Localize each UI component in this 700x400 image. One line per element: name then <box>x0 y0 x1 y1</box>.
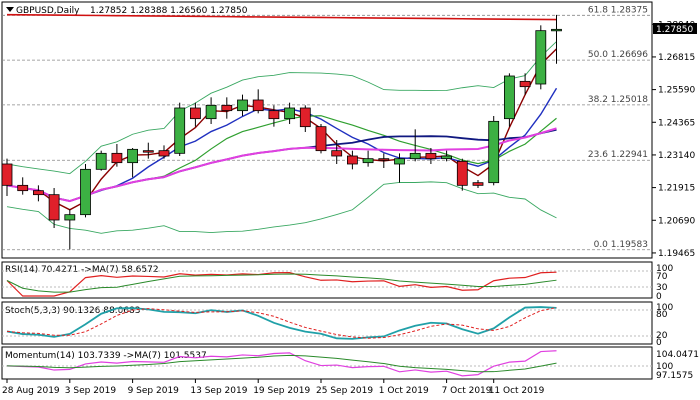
momentum-ma-line <box>6 354 557 373</box>
time-axis: 28 Aug 2019 3 Sep 2019 9 Sep 2019 13 Sep 20… <box>2 379 545 396</box>
ma-red-line <box>6 13 557 21</box>
candle-body[interactable] <box>17 184 29 192</box>
rsi-line <box>6 271 557 297</box>
rsi-panel-frame <box>1 261 653 299</box>
time-tick-label: 1 Oct 2019 <box>379 386 429 396</box>
momentum-panel-frame <box>1 346 653 380</box>
current-price-marker <box>653 23 697 34</box>
candle-body[interactable] <box>346 155 358 165</box>
fib-label: 50.0 1.26696 <box>588 50 648 60</box>
symbol-label: GBPUSD,Daily <box>16 6 80 16</box>
ohlc-label: 1.27852 1.28388 1.26560 1.27850 <box>90 6 248 16</box>
candle-body[interactable] <box>378 158 390 161</box>
stoch-panel-frame <box>1 301 653 345</box>
fib-label: 0.0 1.19583 <box>594 240 648 250</box>
price-tick-label: 1.19465 <box>658 249 695 259</box>
time-tick-label: 13 Sep 2019 <box>190 386 247 396</box>
candle-body[interactable] <box>472 182 484 186</box>
candle-body[interactable] <box>551 28 562 32</box>
candle-body[interactable] <box>80 168 91 216</box>
candle-body[interactable] <box>174 107 186 154</box>
stoch-tick-80: 80 <box>656 310 668 320</box>
candle-body[interactable] <box>441 155 453 160</box>
time-tick-label: 25 Sep 2019 <box>316 386 373 396</box>
stoch-d-line <box>6 307 557 339</box>
candle-body[interactable] <box>456 160 468 186</box>
rsi-tick-70: 70 <box>656 272 668 282</box>
candle-body[interactable] <box>1 163 13 186</box>
candle-body[interactable] <box>315 126 327 152</box>
time-tick-label: 3 Sep 2019 <box>65 386 117 396</box>
momentum-tick-100: 100 <box>656 362 673 372</box>
time-tick-label: 9 Sep 2019 <box>128 386 180 396</box>
main-panel-frame <box>1 1 653 259</box>
candle-body[interactable] <box>425 152 437 160</box>
candle-body[interactable] <box>252 99 264 112</box>
candle-body[interactable] <box>503 75 515 120</box>
stoch-title: Stoch(5,3,3) 90.1326 88.0683 <box>5 306 140 316</box>
momentum-line <box>6 350 557 377</box>
price-tick-label: 1.24365 <box>658 118 695 128</box>
stoch-tick-20: 20 <box>656 331 668 341</box>
candlesticks[interactable] <box>1 14 562 250</box>
price-tick-label: 1.26815 <box>658 53 695 63</box>
candle-body[interactable] <box>237 99 248 112</box>
bollinger-upper-line <box>6 41 557 175</box>
candle-body[interactable] <box>519 80 531 88</box>
candle-body[interactable] <box>488 120 500 184</box>
rsi-ma-line <box>6 273 557 293</box>
price-tick-label: 1.25590 <box>658 86 695 96</box>
fib-label: 61.8 1.28375 <box>588 5 648 15</box>
candle-body[interactable] <box>535 30 547 85</box>
price-tick-label: 1.20690 <box>658 216 695 226</box>
ma-magenta-line <box>6 127 557 203</box>
candle-body[interactable] <box>299 107 311 128</box>
fib-label: 38.2 1.25018 <box>588 95 648 105</box>
momentum-title: Momentum(14) 103.7339 ->MA(7) 101.5537 <box>5 351 207 361</box>
time-tick-label: 11 Oct 2019 <box>489 386 545 396</box>
candle-body[interactable] <box>142 150 154 153</box>
candle-body[interactable] <box>64 214 76 221</box>
current-price-label: 1.27850 <box>656 25 693 35</box>
momentum-tick-high: 104.0471 <box>656 350 699 360</box>
chevron-down-icon[interactable] <box>6 7 14 12</box>
candle-body[interactable] <box>48 194 60 221</box>
bollinger-lower-line <box>6 181 557 234</box>
candle-body[interactable] <box>394 158 405 165</box>
rsi-tick-0: 0 <box>656 292 662 302</box>
candle-body[interactable] <box>33 190 44 196</box>
stoch-tick-0: 0 <box>656 338 662 348</box>
rsi-title: RSI(14) 70.4271 ->MA(7) 58.6572 <box>5 265 159 275</box>
rsi-tick-100: 100 <box>656 264 673 274</box>
time-tick-label: 28 Aug 2019 <box>2 386 60 396</box>
candle-body[interactable] <box>362 158 374 164</box>
momentum-tick-low: 97.1575 <box>656 371 693 381</box>
candle-body[interactable] <box>158 150 170 157</box>
candle-body[interactable] <box>221 104 233 112</box>
time-tick-label: 7 Oct 2019 <box>442 386 492 396</box>
rsi-tick-30: 30 <box>656 283 668 293</box>
price-tick-label: 1.23140 <box>658 151 695 161</box>
fib-label: 23.6 1.22941 <box>588 150 648 160</box>
candle-body[interactable] <box>189 107 201 120</box>
time-tick-label: 19 Sep 2019 <box>253 386 310 396</box>
candle-body[interactable] <box>111 152 123 164</box>
candle-body[interactable] <box>95 152 107 170</box>
candle-body[interactable] <box>268 110 280 120</box>
stoch-tick-100: 100 <box>656 303 673 313</box>
candle-body[interactable] <box>284 107 296 120</box>
candle-body[interactable] <box>127 148 138 164</box>
candle-body[interactable] <box>409 152 421 160</box>
candle-body[interactable] <box>205 104 217 120</box>
bollinger-bands <box>6 41 557 234</box>
stoch-k-line <box>6 306 557 340</box>
candle-body[interactable] <box>331 150 343 157</box>
price-tick-label: 1.21915 <box>658 184 695 194</box>
